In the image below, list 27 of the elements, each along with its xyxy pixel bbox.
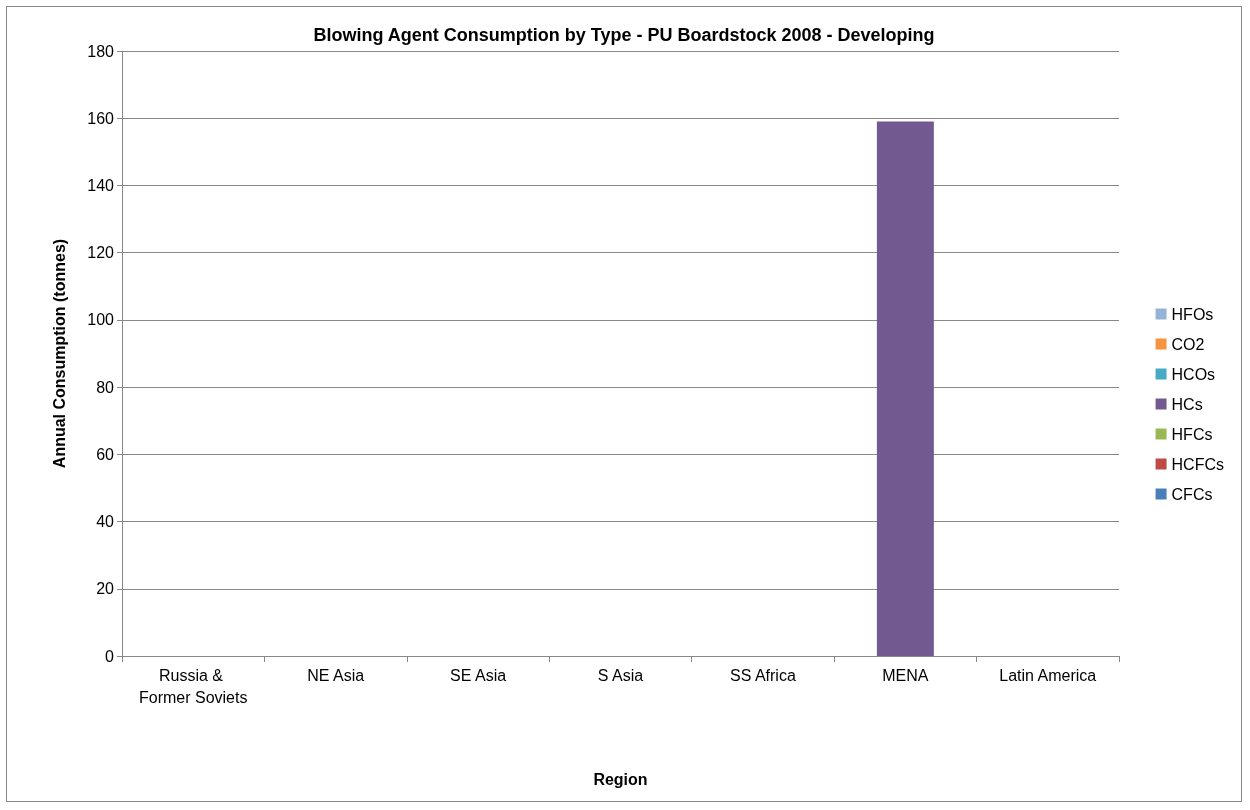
y-tick-label: 120 (87, 244, 115, 262)
legend-label: HCOs (1171, 365, 1216, 383)
legend-label: CO2 (1171, 335, 1205, 353)
y-tick-label: 40 (96, 513, 115, 531)
legend-label: HFOs (1171, 305, 1214, 323)
legend-label: HCs (1171, 395, 1203, 413)
y-tick-label: 80 (96, 378, 115, 396)
x-tick-label: SE Asia (450, 666, 507, 684)
chart-title: Blowing Agent Consumption by Type - PU Boardstock 2008 - Developing (313, 25, 935, 45)
x-tick-label: Latin America (999, 666, 1097, 684)
y-tick-label: 60 (96, 445, 115, 463)
x-tick-label: SS Africa (730, 666, 796, 684)
x-tick-label: S Asia (597, 666, 644, 684)
y-tick-label: 160 (87, 109, 115, 127)
x-tick-label: MENA (882, 666, 929, 684)
y-tick-label: 0 (105, 647, 115, 665)
x-tick-label: Russia & Former Soviets (138, 666, 248, 706)
legend-label: HFCs (1171, 425, 1213, 443)
x-axis-title: Region (593, 770, 648, 788)
legend-label: CFCs (1171, 485, 1213, 503)
y-tick-label: 20 (96, 580, 115, 598)
legend-label: HCFCs (1171, 455, 1224, 473)
y-axis-title: Annual Consumption (tonnes) (50, 238, 68, 469)
y-tick-label: 180 (87, 42, 115, 60)
x-tick-label: NE Asia (307, 666, 365, 684)
y-tick-label: 100 (87, 311, 115, 329)
y-tick-label: 140 (87, 176, 115, 194)
